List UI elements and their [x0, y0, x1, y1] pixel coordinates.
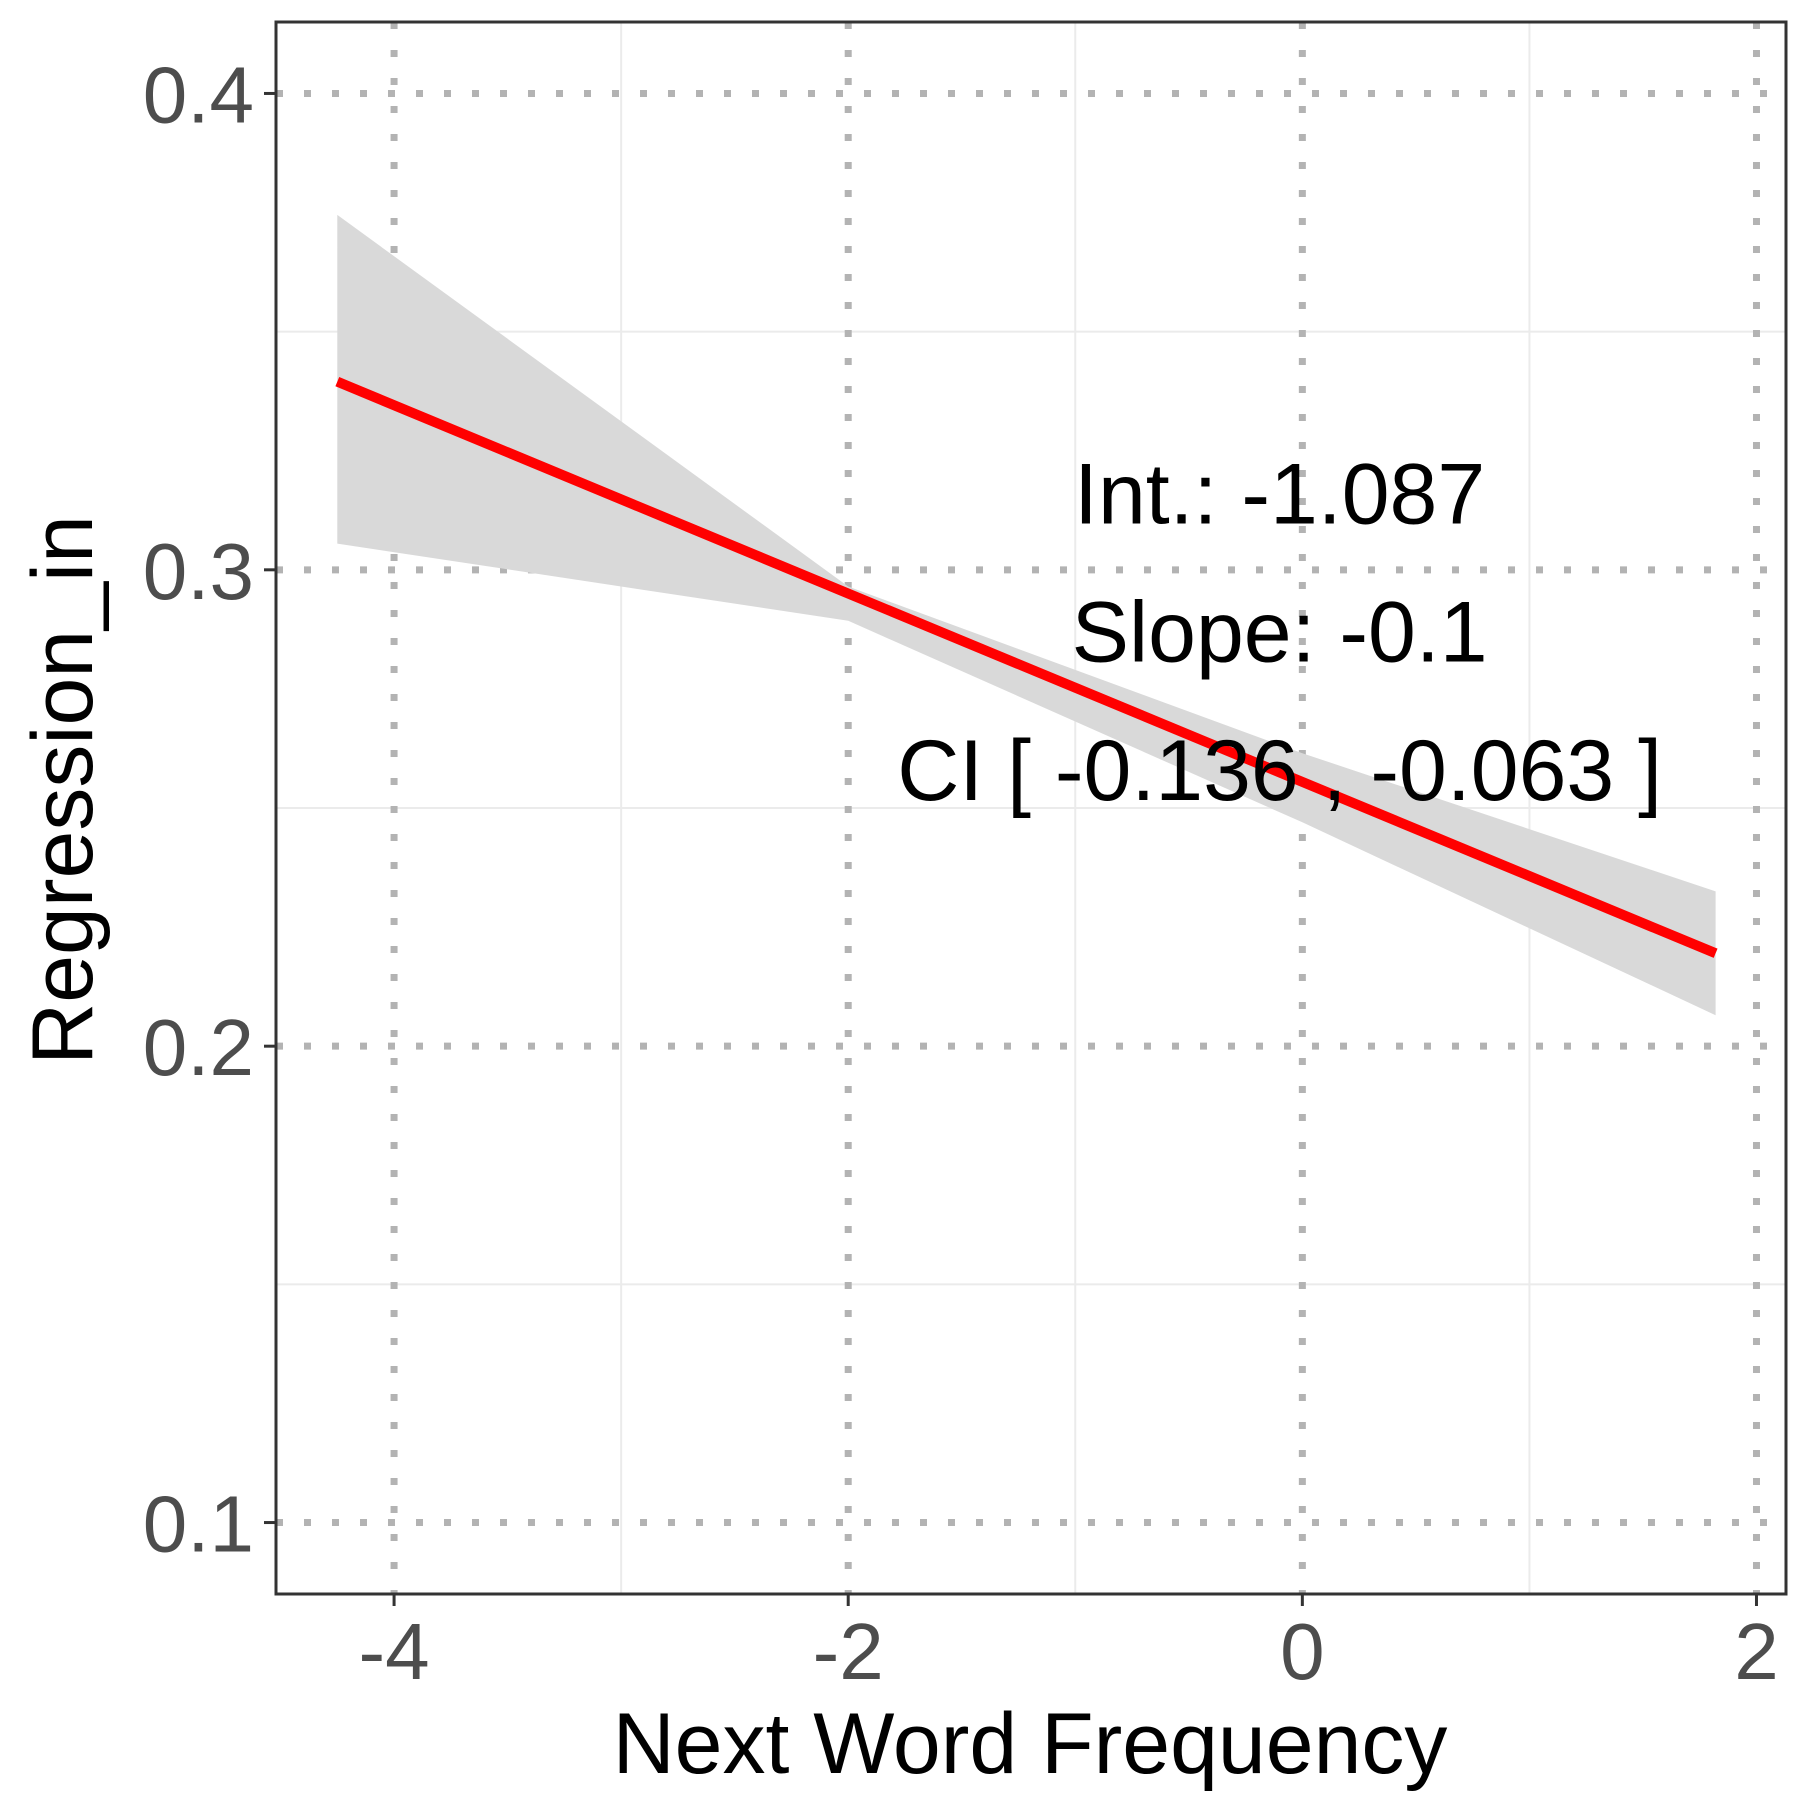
y-tick-label: 0.3 [143, 527, 254, 616]
annotation-label: Slope: -0.1 [1072, 585, 1488, 681]
y-tick-label: 0.4 [143, 50, 254, 139]
x-tick-label: -2 [813, 1607, 884, 1696]
panel-data [335, 214, 1718, 1016]
panel-axes: 0.1 0.2 0.3 0.4 -4 -2 0 2 [143, 20, 1788, 1696]
regression-line [335, 377, 1718, 958]
annotation-label: CI [ -0.136 , -0.063 ] [897, 723, 1662, 819]
y-tick-label: 0.2 [143, 1003, 254, 1092]
y-axis-title: Regression_in [15, 515, 111, 1065]
x-tick-label: 2 [1734, 1607, 1779, 1696]
annotation-label: Int.: -1.087 [1074, 447, 1485, 543]
panel-border [274, 20, 1788, 1596]
x-tick-label: 0 [1280, 1607, 1325, 1696]
x-axis-title: Next Word Frequency [613, 1696, 1448, 1792]
y-tick-label: 0.1 [143, 1480, 254, 1569]
panel-annotations: Int.: -1.087 Slope: -0.1 CI [ -0.136 , -0.… [897, 447, 1662, 819]
x-tick-label: -4 [359, 1607, 430, 1696]
